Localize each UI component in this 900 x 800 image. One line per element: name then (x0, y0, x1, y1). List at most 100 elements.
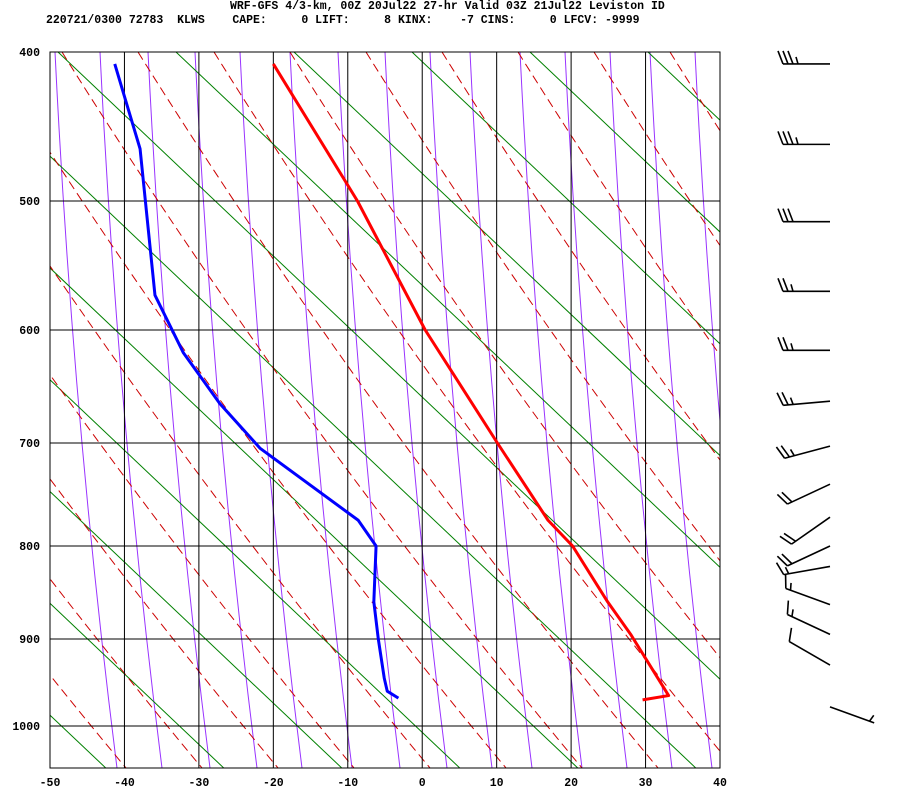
wind-barb (777, 208, 830, 223)
wind-barb (779, 516, 831, 545)
wind-barb (776, 391, 831, 407)
wind-barb (777, 131, 830, 146)
moist-adiabat-line (593, 52, 720, 247)
moist-adiabat-line (50, 767, 51, 768)
x-tick-label: -30 (189, 777, 210, 790)
mixing-ratio-line (609, 52, 673, 768)
moist-adiabat-line (137, 52, 659, 768)
wind-barb (784, 574, 831, 606)
barb-staff (829, 706, 875, 724)
mixing-ratio-line (289, 52, 353, 768)
mixing-ratio-line (194, 52, 258, 768)
barb-full (781, 391, 789, 406)
axis-ticks: -50 -40 -30 -20 -10 0 10 20 30 40 400 500 600 700 800 9… (12, 47, 727, 790)
x-tick-label: -40 (114, 777, 135, 790)
mixing-ratio-line (649, 52, 713, 768)
dewpoint-trace (113, 63, 400, 700)
barb-full (782, 131, 789, 145)
moist-adiabat-line (50, 674, 127, 768)
mixing-ratio-line (384, 52, 448, 768)
barb-staff (787, 545, 831, 567)
wind-barb (776, 545, 831, 567)
barb-full (781, 491, 793, 503)
wind-barb (776, 483, 831, 505)
mixing-ratio-line (54, 52, 118, 768)
barb-half (795, 137, 799, 145)
barb-full (787, 131, 794, 145)
barb-half (789, 449, 795, 457)
barb-full (776, 555, 788, 567)
moist-adiabat-line (517, 52, 720, 356)
dry-adiabat-line (411, 52, 720, 345)
wind-barb (777, 337, 830, 352)
barb-full (783, 532, 797, 542)
barb-full (786, 600, 790, 615)
moist-adiabat-line (289, 52, 720, 659)
barb-full (782, 208, 789, 222)
barb-half (789, 397, 794, 405)
x-tick-label: 30 (639, 777, 653, 790)
moist-adiabat-line (213, 52, 720, 752)
barb-full (777, 50, 784, 65)
dry-adiabat-line (50, 155, 697, 768)
mixing-ratio-line (469, 52, 533, 768)
y-tick-label: 1000 (12, 721, 40, 734)
y-tick-label: 500 (19, 196, 40, 209)
x-tick-label: 10 (490, 777, 504, 790)
x-tick-label: -10 (337, 777, 358, 790)
barb-staff (783, 565, 831, 576)
barb-half (784, 566, 790, 575)
moist-adiabat-line (669, 52, 720, 132)
y-tick-label: 700 (19, 438, 40, 451)
barb-full (780, 445, 791, 458)
moist-adiabat-line (61, 52, 583, 768)
barb-staff (783, 400, 831, 407)
plot-frame (49, 51, 721, 769)
moist-adiabat-line (365, 52, 720, 562)
moist-adiabat-line (50, 151, 507, 768)
mixing-ratio-line (239, 52, 303, 768)
dry-adiabat-line (50, 602, 225, 768)
wind-barb (777, 278, 830, 293)
barb-full (787, 50, 794, 65)
barb-full (781, 553, 793, 565)
dry-adiabat-line (50, 379, 461, 768)
wind-barbs (775, 50, 875, 724)
wind-barb (786, 600, 831, 636)
temperature-trace (272, 63, 671, 702)
sounding-stats: 220721/0300 72783 KLWS CAPE: 0 LIFT: 8 K… (46, 14, 640, 27)
barb-full (777, 131, 784, 145)
grid (49, 51, 721, 769)
moist-adiabat-line (50, 373, 355, 768)
x-tick-label: 20 (564, 777, 578, 790)
barb-full (776, 493, 788, 505)
barb-full (787, 208, 794, 222)
y-tick-label: 600 (19, 325, 40, 338)
barb-full (775, 446, 786, 459)
mixing-ratio-line (337, 52, 401, 768)
mixing-ratio-line (519, 52, 583, 768)
barb-half (790, 284, 794, 292)
barb-full (779, 535, 792, 545)
mixing-ratio-line (564, 52, 628, 768)
chart-title: WRF-GFS 4/3-km, 00Z 20Jul22 27-hr Valid … (230, 0, 665, 13)
traces (113, 63, 671, 702)
mixing-ratio-line (429, 52, 493, 768)
barb-half (791, 609, 794, 617)
dry-adiabat-line (529, 52, 720, 233)
x-tick-label: 0 (419, 777, 426, 790)
dry-adiabat-line (293, 52, 720, 457)
reference-lines (50, 52, 720, 768)
mixing-ratio-line (147, 52, 211, 768)
y-tick-label: 800 (19, 541, 40, 554)
barb-staff (788, 640, 831, 666)
barb-full (788, 627, 793, 642)
barb-half (868, 714, 875, 722)
y-tick-label: 900 (19, 634, 40, 647)
dry-adiabat-line (57, 52, 720, 680)
wind-barb (777, 50, 830, 65)
barb-full (777, 278, 784, 292)
barb-staff (791, 516, 831, 545)
barb-full (782, 337, 789, 351)
